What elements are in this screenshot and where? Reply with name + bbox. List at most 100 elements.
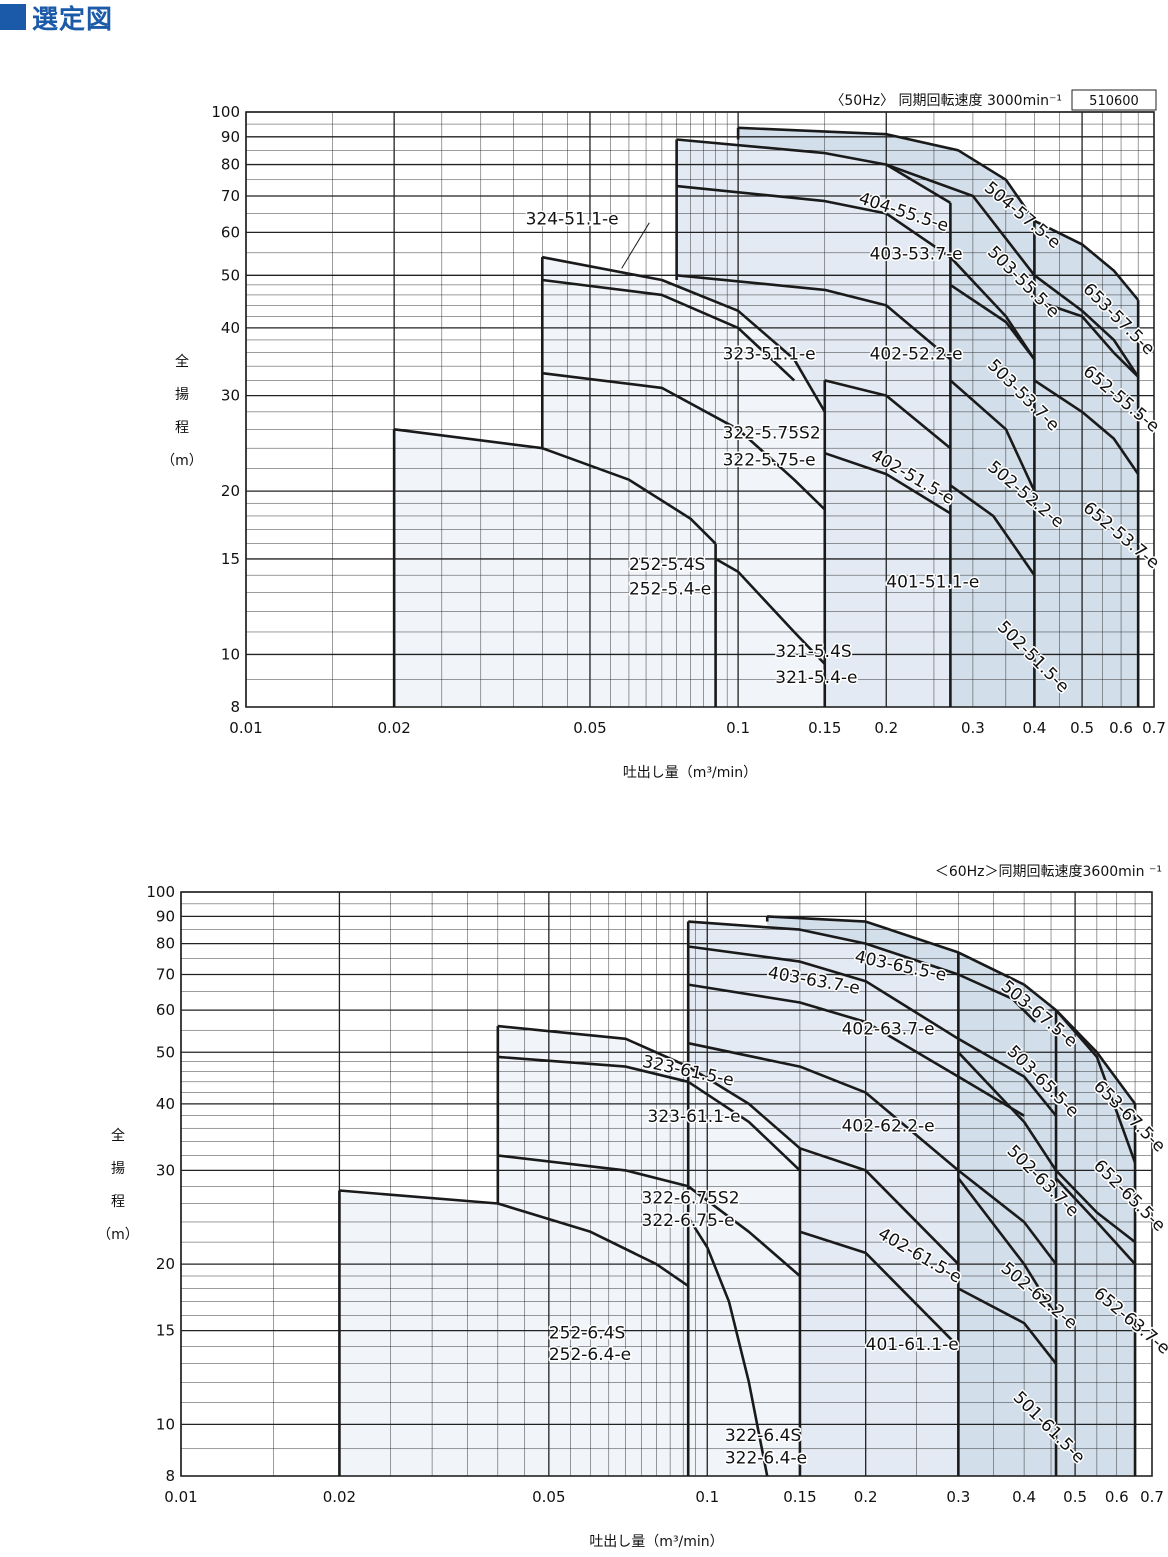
code-label: 510600 — [1089, 94, 1139, 109]
performance-curve — [714, 557, 826, 665]
y-tick-label: 40 — [156, 1095, 175, 1113]
chart-50hz: 324-51.1-e 404-55.5-e 504-57.5-e403-53.7-e… — [161, 89, 1166, 781]
performance-curve — [957, 1177, 1058, 1317]
y-axis-label: 揚 — [111, 1160, 125, 1177]
y-tick-label: 8 — [165, 1467, 175, 1485]
performance-curve — [339, 1189, 689, 1287]
x-tick-label: 0.5 — [1063, 1488, 1087, 1506]
y-tick-label: 30 — [221, 387, 240, 405]
x-axis-label: 吐出し量（m³/min） — [623, 765, 757, 781]
y-tick-label: 30 — [156, 1161, 175, 1179]
model-label: 252-6.4-e — [549, 1345, 631, 1365]
y-axis-label: 程 — [175, 420, 189, 436]
performance-curve — [824, 379, 952, 450]
section-title-text: 選定図 — [32, 4, 114, 35]
model-label: 322-5.75S2 — [723, 424, 821, 444]
model-label: 321-5.4S — [775, 642, 851, 662]
performance-curve — [799, 1147, 960, 1266]
leader-line — [621, 222, 650, 269]
performance-curve — [799, 1230, 960, 1348]
performance-curve — [687, 1216, 769, 1477]
model-label: 252-6.4S — [549, 1323, 625, 1343]
performance-curve — [1055, 1177, 1137, 1265]
model-label: 323-61.1-e — [648, 1107, 741, 1127]
y-tick-label: 60 — [221, 223, 240, 241]
model-label: 402-62.2-e — [842, 1116, 935, 1136]
chart-title: ＜60Hz＞同期回転速度3600min ⁻¹ — [935, 864, 1162, 880]
x-tick-label: 0.6 — [1109, 719, 1133, 737]
y-axis-label: 揚 — [175, 386, 189, 403]
y-tick-label: 20 — [156, 1255, 175, 1273]
model-label: 401-51.1-e — [886, 572, 979, 592]
x-tick-label: 0.15 — [808, 719, 841, 737]
performance-curve — [687, 1041, 1058, 1265]
model-label: 402-52.2-e — [870, 344, 963, 364]
y-tick-label: 80 — [156, 935, 175, 953]
y-tick-label: 10 — [221, 645, 240, 663]
title-square-icon — [0, 4, 26, 30]
x-tick-label: 0.7 — [1142, 719, 1166, 737]
performance-curve — [676, 138, 952, 205]
y-tick-label: 80 — [221, 156, 240, 174]
y-tick-label: 100 — [211, 103, 240, 121]
y-axis-label: 全 — [111, 1127, 125, 1144]
performance-curve — [885, 163, 1036, 277]
performance-curve — [949, 283, 1036, 361]
chart-title: 〈50Hz〉 同期回転速度 3000min⁻¹ — [830, 93, 1062, 109]
model-label: 322-5.75-e — [723, 451, 816, 471]
x-tick-label: 0.1 — [726, 719, 750, 737]
model-label: 321-5.4-e — [775, 668, 857, 688]
x-tick-label: 0.2 — [874, 719, 898, 737]
y-tick-label: 90 — [156, 907, 175, 925]
model-label: 322-6.75S2 — [642, 1188, 740, 1208]
performance-curve — [1033, 219, 1140, 301]
performance-curve — [1033, 274, 1140, 378]
model-label: 252-5.4-e — [629, 579, 711, 599]
y-tick-label: 90 — [221, 128, 240, 146]
performance-curve — [542, 371, 826, 511]
selection-region — [394, 429, 825, 707]
y-tick-label: 50 — [221, 266, 240, 284]
model-label: 403-53.7-e — [870, 244, 963, 264]
performance-curve — [542, 278, 796, 382]
model-label: 322-6.4S — [725, 1426, 801, 1446]
y-tick-label: 70 — [156, 965, 175, 983]
performance-curve — [957, 1287, 1058, 1365]
y-tick-label: 10 — [156, 1415, 175, 1433]
y-tick-label: 8 — [230, 698, 240, 716]
model-label: 402-63.7-e — [842, 1019, 935, 1039]
performance-curve — [688, 945, 1058, 1117]
x-tick-label: 0.7 — [1140, 1488, 1164, 1506]
y-tick-label: 50 — [156, 1043, 175, 1061]
performance-curve — [1055, 1009, 1137, 1164]
x-tick-label: 0.02 — [323, 1488, 356, 1506]
x-tick-label: 0.05 — [573, 719, 606, 737]
model-label: 322-6.75-e — [642, 1211, 735, 1231]
x-tick-label: 0.6 — [1105, 1488, 1129, 1506]
y-tick-label: 15 — [221, 550, 240, 568]
y-axis-label: 程 — [111, 1194, 125, 1210]
y-tick-label: 60 — [156, 1001, 175, 1019]
y-tick-label: 70 — [221, 187, 240, 205]
y-axis-label: （m） — [97, 1227, 139, 1243]
selection-region — [339, 1190, 689, 1476]
plot-frame — [180, 891, 1153, 1477]
y-tick-label: 40 — [221, 319, 240, 337]
y-axis-label: 全 — [175, 353, 189, 370]
performance-curve — [949, 379, 1036, 492]
x-tick-label: 0.4 — [1012, 1488, 1036, 1506]
model-label: 324-51.1-e — [526, 210, 619, 230]
code-box — [1071, 89, 1157, 111]
y-tick-label: 100 — [146, 883, 175, 901]
x-tick-label: 0.5 — [1070, 719, 1094, 737]
x-tick-label: 0.1 — [695, 1488, 719, 1506]
performance-curve — [676, 274, 952, 361]
y-tick-label: 15 — [156, 1322, 175, 1340]
x-tick-label: 0.15 — [783, 1488, 816, 1506]
x-tick-label: 0.05 — [532, 1488, 565, 1506]
performance-curve — [393, 428, 717, 545]
performance-curve — [824, 451, 952, 515]
x-tick-label: 0.2 — [854, 1488, 878, 1506]
y-tick-label: 20 — [221, 482, 240, 500]
